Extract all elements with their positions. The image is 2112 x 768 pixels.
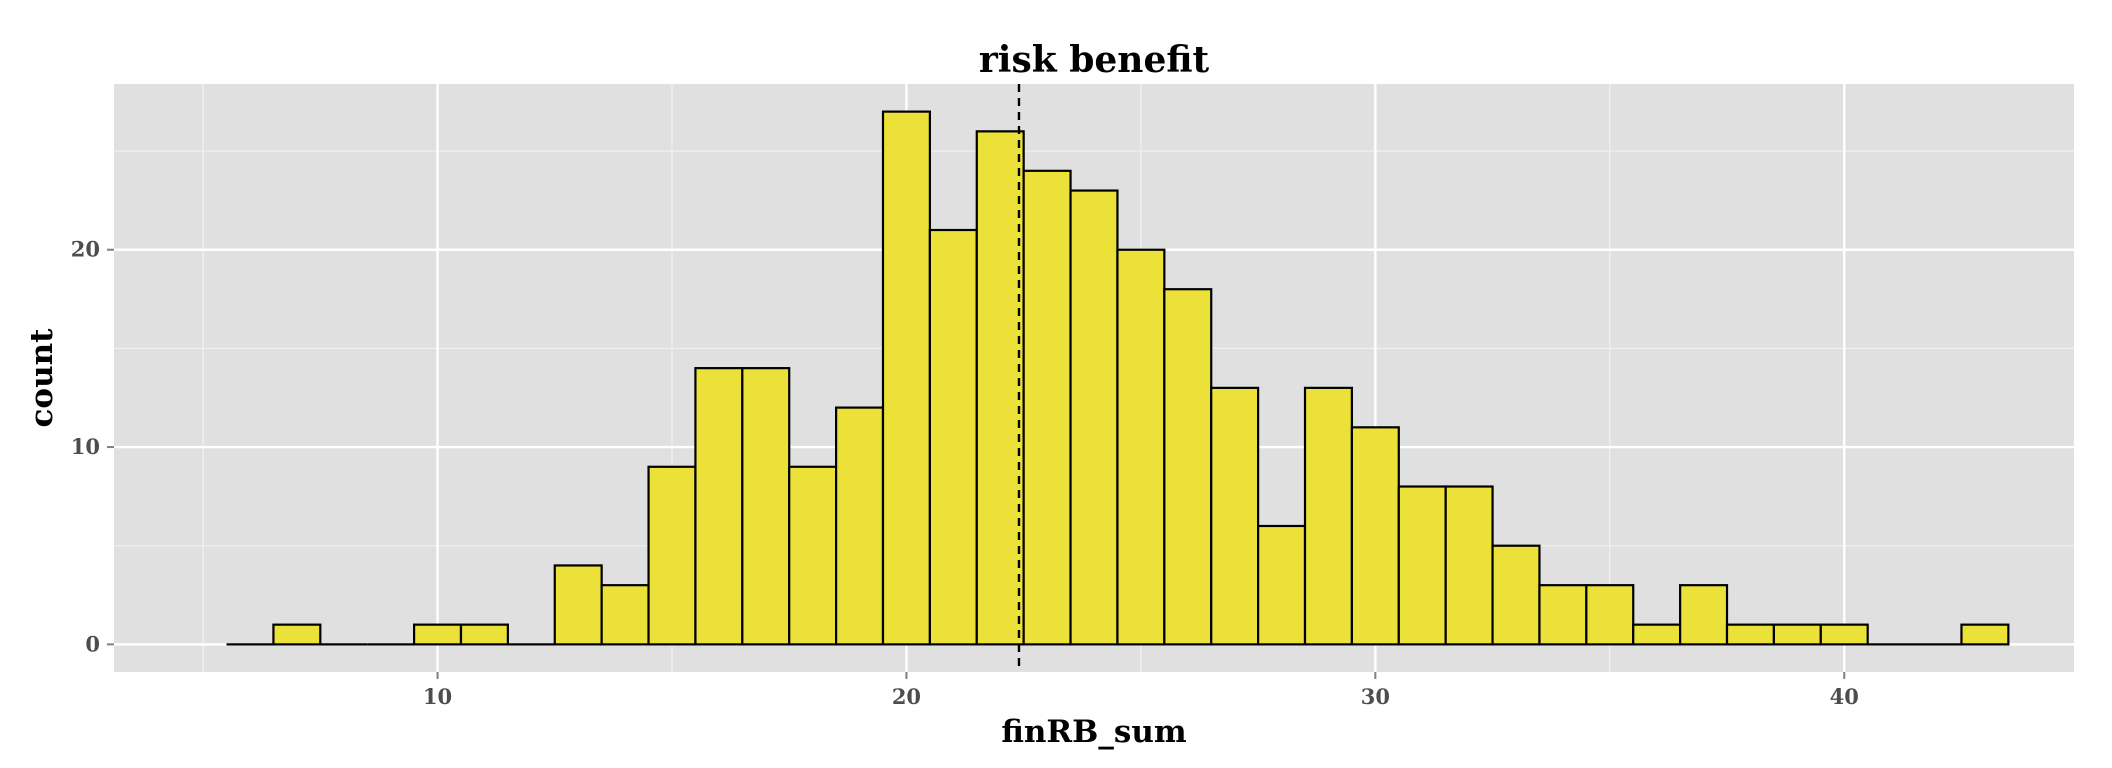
x-axis-ticks: 10 20 30 40 [423, 672, 1859, 709]
histogram-bar [1725, 623, 1776, 646]
histogram-bar [835, 406, 885, 646]
histogram-bar [1022, 169, 1072, 646]
histogram-bar [272, 623, 322, 646]
histogram-bar [459, 623, 509, 646]
histogram-bar [647, 465, 697, 646]
x-axis-label: finRB_sum [1001, 714, 1187, 750]
histogram-bar [1585, 584, 1635, 646]
histogram-bar [1116, 248, 1166, 646]
histogram-bar [881, 110, 931, 646]
histogram-bar [600, 584, 650, 646]
x-tick-label: 30 [1361, 684, 1390, 709]
histogram-bar [553, 564, 603, 646]
y-tick-label: 10 [71, 434, 100, 459]
histogram-bar [1679, 584, 1729, 646]
histogram-bar [1303, 386, 1353, 646]
histogram-bar [412, 623, 463, 646]
histogram-bar [1163, 288, 1213, 646]
y-axis-label: count [24, 328, 60, 428]
x-tick-label: 10 [423, 684, 452, 709]
histogram-bar [1819, 623, 1869, 646]
histogram-bar [1538, 584, 1588, 646]
histogram-bar [741, 367, 791, 646]
histogram-bar [1397, 485, 1447, 646]
y-tick-label: 0 [85, 631, 100, 656]
histogram-bar [694, 367, 744, 646]
histogram-bar [1444, 485, 1494, 646]
histogram-bar [1491, 544, 1541, 646]
histogram-bar [1960, 623, 2010, 646]
histogram-bar [1069, 189, 1119, 646]
histogram-bar [1257, 524, 1307, 646]
x-tick-label: 20 [892, 684, 921, 709]
histogram-bar [788, 465, 838, 646]
chart-title: risk benefit [979, 39, 1210, 81]
histogram-bar [1772, 623, 1822, 646]
histogram-bar [1350, 426, 1400, 646]
histogram-bar [975, 130, 1025, 646]
y-tick-label: 20 [71, 237, 100, 262]
y-axis-ticks: 0 10 20 [71, 237, 114, 656]
x-tick-label: 40 [1830, 684, 1859, 709]
histogram-bars [226, 110, 2010, 646]
histogram-bar [1210, 386, 1260, 646]
histogram-bar [1632, 623, 1682, 646]
histogram-bar [928, 228, 978, 646]
